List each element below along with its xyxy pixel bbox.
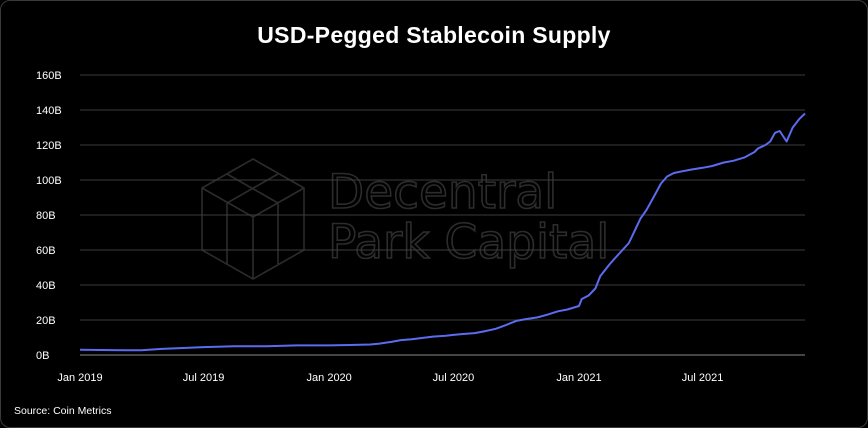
y-tick-label: 100B bbox=[36, 175, 62, 187]
y-tick-label: 120B bbox=[36, 140, 62, 152]
y-tick-label: 140B bbox=[36, 105, 62, 117]
x-tick-label: Jan 2020 bbox=[307, 372, 352, 384]
x-tick-label: Jan 2019 bbox=[57, 372, 102, 384]
y-axis: 0B 20B 40B 60B 80B 100B 120B 140B 160B bbox=[36, 70, 62, 362]
x-axis: Jan 2019 Jul 2019 Jan 2020 Jul 2020 Jan 2021… bbox=[57, 372, 723, 384]
watermark-line1: Decentral bbox=[328, 165, 557, 220]
x-tick-label: Jan 2021 bbox=[556, 372, 601, 384]
x-tick-label: Jul 2021 bbox=[682, 372, 724, 384]
y-tick-label: 20B bbox=[36, 315, 56, 327]
y-tick-label: 80B bbox=[36, 210, 56, 222]
watermark: Decentral Park Capital bbox=[201, 158, 610, 280]
watermark-line2: Park Capital bbox=[328, 215, 609, 270]
cube-logo-icon bbox=[201, 158, 305, 280]
y-tick-label: 160B bbox=[36, 70, 62, 82]
grid bbox=[80, 74, 805, 356]
x-tick-label: Jul 2019 bbox=[183, 372, 225, 384]
y-tick-label: 60B bbox=[36, 245, 56, 257]
x-tick-label: Jul 2020 bbox=[433, 372, 475, 384]
series-line bbox=[79, 112, 806, 352]
y-tick-label: 0B bbox=[36, 350, 49, 362]
source-note: Source: Coin Metrics bbox=[14, 405, 112, 417]
chart-title: USD-Pegged Stablecoin Supply bbox=[257, 22, 611, 48]
y-tick-label: 40B bbox=[36, 280, 56, 292]
